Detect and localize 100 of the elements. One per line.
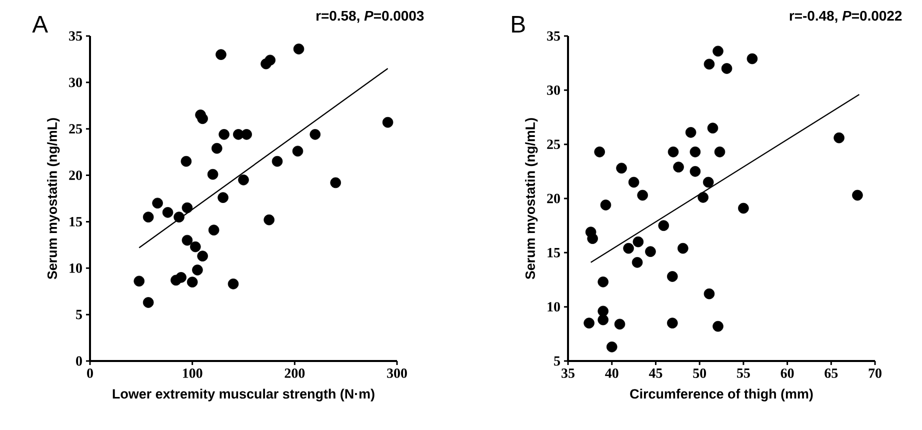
- y-tick-label: 20: [69, 170, 82, 180]
- point: [192, 264, 203, 276]
- point: [852, 190, 863, 201]
- point: [707, 122, 718, 134]
- point: [678, 242, 688, 254]
- point: [594, 146, 605, 158]
- text: B: [512, 16, 525, 32]
- point: [182, 234, 193, 246]
- x-tick-label: 200: [284, 368, 305, 378]
- y-tick-label: 25: [547, 140, 560, 150]
- point: [616, 162, 627, 174]
- point: [704, 288, 715, 300]
- y-tick-label: 10: [548, 302, 560, 312]
- point: [216, 49, 226, 60]
- point: [330, 177, 342, 188]
- point: [668, 146, 679, 158]
- point: [310, 129, 321, 140]
- x-tick-label: 0: [87, 368, 93, 378]
- point: [180, 156, 192, 167]
- x-tick-label: 40: [605, 368, 618, 378]
- y-tick-label: 15: [548, 248, 560, 258]
- x-axis-title: Lower extremity muscular strength (N·m): [112, 388, 374, 402]
- point: [238, 174, 249, 186]
- y-tick-label: 10: [70, 263, 82, 273]
- point: [587, 233, 598, 244]
- point: [176, 272, 186, 283]
- point: [600, 200, 612, 210]
- x-tick-label: 300: [387, 368, 407, 378]
- y-axis-title: Serum myostatin (ng/mL): [525, 118, 538, 280]
- point: [207, 168, 218, 180]
- point: [632, 257, 643, 268]
- point: [218, 192, 228, 203]
- point: [182, 202, 193, 214]
- point: [292, 146, 304, 157]
- point: [712, 320, 724, 332]
- y-axis-title: Serum myostatin (ng/mL): [47, 118, 60, 280]
- y-tick-label: 30: [547, 85, 560, 95]
- y-tick-label: 35: [69, 31, 82, 41]
- text: r=-0.48, P=0.0022: [790, 10, 902, 23]
- point: [134, 276, 145, 287]
- y-tick-label: 5: [76, 310, 82, 320]
- point: [738, 202, 749, 214]
- point: [218, 129, 230, 140]
- point: [152, 198, 163, 209]
- x-axis-title: Circumference of thigh (mm): [630, 388, 813, 402]
- point: [598, 314, 608, 326]
- point: [666, 318, 678, 328]
- text: A: [32, 16, 48, 32]
- text: r=0.58, P=0.0003: [316, 10, 424, 23]
- y-tick-label: 30: [69, 78, 82, 88]
- x-tick-label: 70: [868, 368, 882, 378]
- point: [714, 146, 726, 158]
- x-tick-label: 50: [693, 368, 706, 378]
- y-tick-label: 20: [547, 194, 560, 204]
- point: [623, 242, 634, 254]
- x-tick-label: 60: [780, 368, 794, 378]
- point: [690, 166, 701, 177]
- point: [637, 190, 648, 201]
- point: [197, 250, 208, 262]
- x-tick-label: 45: [648, 368, 662, 378]
- point: [228, 278, 239, 290]
- point: [584, 318, 594, 328]
- point: [698, 192, 708, 203]
- point: [142, 212, 154, 222]
- point: [606, 342, 618, 352]
- point: [264, 54, 276, 66]
- point: [645, 246, 656, 257]
- point: [685, 127, 696, 138]
- point: [208, 224, 220, 236]
- point: [746, 53, 758, 64]
- point: [712, 46, 724, 57]
- point: [174, 212, 184, 222]
- point: [690, 146, 701, 158]
- y-tick-label: 0: [76, 356, 82, 366]
- y-tick-label: 25: [69, 124, 82, 134]
- point: [666, 271, 678, 282]
- point: [293, 44, 304, 54]
- point: [186, 276, 198, 288]
- y-tick-label: 15: [70, 217, 82, 226]
- point: [162, 207, 174, 218]
- point: [197, 113, 208, 124]
- point: [272, 156, 283, 167]
- point: [614, 318, 626, 330]
- point: [834, 132, 844, 144]
- point: [212, 142, 222, 154]
- point: [190, 241, 201, 252]
- x-tick-label: 35: [562, 368, 574, 378]
- point: [264, 214, 274, 226]
- point: [598, 276, 608, 288]
- point: [142, 297, 154, 308]
- x-tick-label: 100: [183, 368, 202, 378]
- x-tick-label: 55: [737, 368, 750, 378]
- point: [658, 220, 670, 231]
- point: [382, 116, 394, 128]
- point: [702, 176, 714, 188]
- point: [704, 58, 715, 70]
- point: [632, 236, 644, 248]
- x-tick-label: 65: [824, 368, 838, 378]
- point: [721, 63, 732, 74]
- point: [673, 162, 684, 172]
